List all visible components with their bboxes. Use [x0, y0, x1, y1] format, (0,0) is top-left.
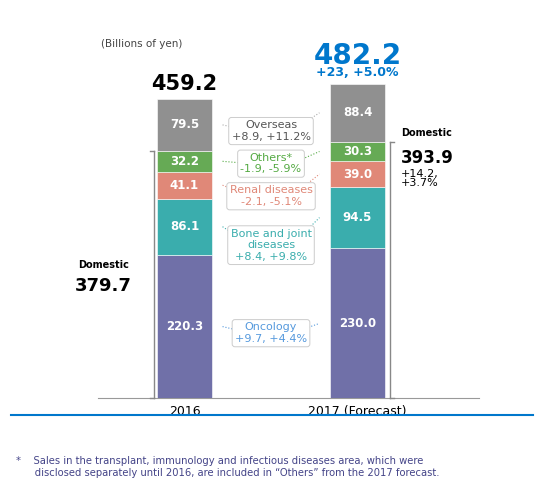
Text: Domestic: Domestic [78, 260, 128, 270]
Text: +3.7%: +3.7% [401, 178, 438, 188]
Text: Others*
-1.9, -5.9%: Others* -1.9, -5.9% [240, 153, 301, 174]
Text: Overseas
+8.9, +11.2%: Overseas +8.9, +11.2% [232, 120, 311, 142]
Text: 41.1: 41.1 [170, 179, 199, 192]
Text: +23, +5.0%: +23, +5.0% [316, 66, 399, 79]
Bar [330, 142, 385, 161]
Text: 482.2: 482.2 [313, 42, 401, 70]
Text: Renal diseases
-2.1, -5.1%: Renal diseases -2.1, -5.1% [230, 185, 312, 207]
Text: 220.3: 220.3 [166, 320, 203, 333]
Bar [157, 172, 212, 199]
Bar [330, 84, 385, 142]
Bar [157, 255, 212, 398]
Text: 393.9: 393.9 [401, 149, 454, 168]
Text: 30.3: 30.3 [343, 145, 372, 158]
Text: 230.0: 230.0 [339, 317, 376, 330]
Bar [157, 99, 212, 151]
Text: 459.2: 459.2 [151, 74, 218, 94]
Text: 88.4: 88.4 [343, 106, 372, 120]
Bar [330, 187, 385, 249]
Text: (Billions of yen): (Billions of yen) [101, 39, 183, 49]
Text: 94.5: 94.5 [343, 211, 372, 224]
Text: Oncology
+9.7, +4.4%: Oncology +9.7, +4.4% [235, 323, 307, 344]
Text: *    Sales in the transplant, immunology and infectious diseases area, which wer: * Sales in the transplant, immunology an… [16, 456, 440, 478]
Text: 32.2: 32.2 [170, 155, 199, 168]
Text: 39.0: 39.0 [343, 168, 372, 180]
Text: 79.5: 79.5 [170, 119, 199, 132]
Text: +14.2,: +14.2, [401, 169, 438, 179]
Bar [157, 151, 212, 172]
Text: 379.7: 379.7 [75, 277, 132, 295]
Text: 86.1: 86.1 [170, 220, 199, 233]
Bar [330, 249, 385, 398]
Bar [157, 199, 212, 255]
Bar [330, 161, 385, 187]
Text: Domestic: Domestic [401, 128, 452, 138]
Text: Bone and joint
diseases
+8.4, +9.8%: Bone and joint diseases +8.4, +9.8% [231, 228, 312, 262]
